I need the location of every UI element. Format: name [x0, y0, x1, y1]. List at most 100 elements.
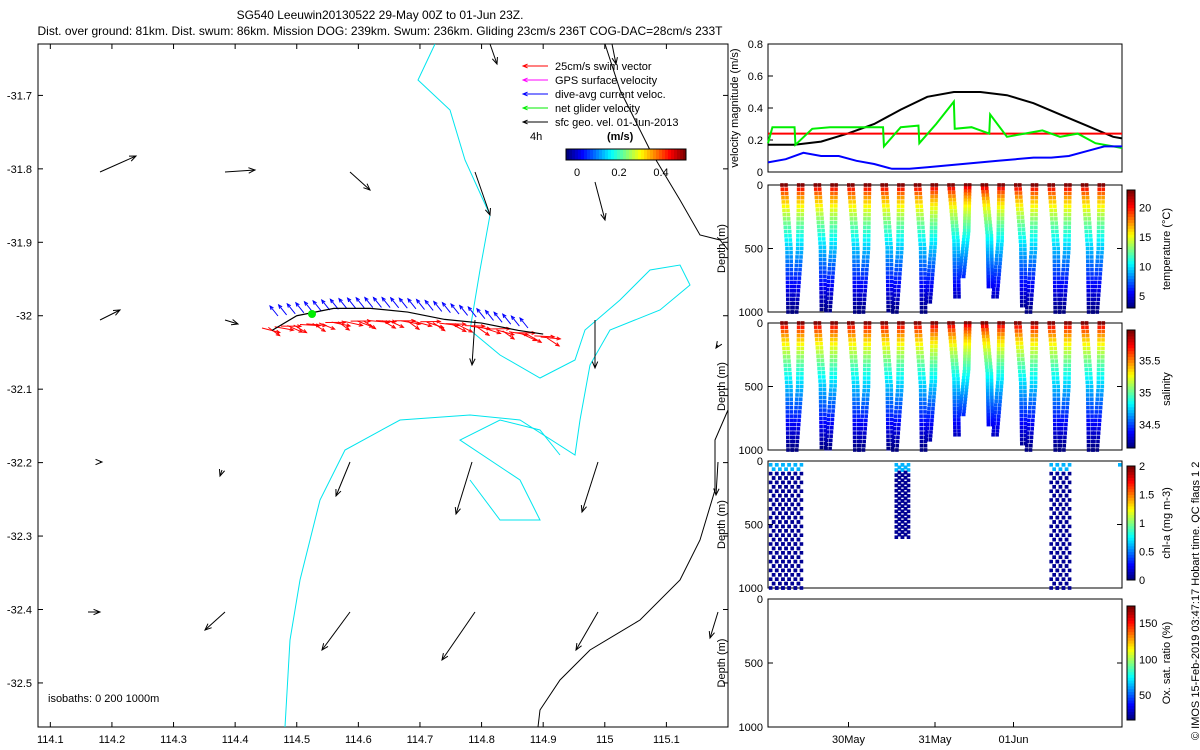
velocity-series [767, 98, 1123, 149]
surface-velocity-arrows [88, 43, 723, 662]
swim-vector [382, 320, 397, 329]
swim-vector [527, 334, 543, 343]
map-y-tick-label: -32 [16, 311, 32, 323]
swim-vector [464, 324, 486, 329]
surface-velocity-arrow [580, 461, 599, 514]
swim-vector [432, 322, 446, 332]
map-x-tick-label: 114.1 [37, 734, 64, 746]
swim-vector [420, 319, 442, 324]
surface-velocity-arrow [441, 611, 476, 662]
map-x-tick-label: 114.8 [468, 734, 495, 746]
salinity-ylabel: Depth (m) [716, 362, 728, 411]
swim-vector [477, 326, 491, 337]
plot-title-line2: Dist. over ground: 81km. Dist. swum: 86k… [37, 24, 723, 38]
dive-avg-current-vector [510, 315, 520, 327]
surface-velocity-arrow [335, 461, 351, 498]
map-y-tick-label: -32.2 [7, 458, 32, 470]
map-x-ticks: 114.1 114.2 114.3 114.4 114.5 114.6 114.7 114.8… [37, 44, 680, 746]
chla-panel: 0 500 1000 Depth (m) 0 0.5 1 1.5 2 chl-a (mg m-3) [716, 456, 1173, 595]
isobath-1000m-north [604, 43, 729, 251]
surface-velocity-arrow [708, 611, 719, 640]
temperature-colorbar-tick: 20 [1139, 203, 1151, 215]
map-x-tick-label: 114.3 [160, 734, 187, 746]
oxygen-y-tick: 1000 [739, 722, 763, 734]
temperature-y-tick: 1000 [739, 307, 763, 319]
swim-vector [483, 327, 502, 335]
colorbar-tick: 0.2 [611, 167, 626, 179]
surface-velocity-arrow [489, 43, 498, 66]
swim-vector [287, 325, 304, 333]
dive-avg-current-vector [493, 311, 503, 323]
chla-colorbar-label: chl-a (mg m-3) [1161, 487, 1173, 559]
legend-arrow [521, 105, 548, 111]
dive-avg-current-vector [277, 303, 288, 316]
surface-velocity-arrow [204, 611, 226, 631]
map-colorbar [565, 148, 687, 161]
isobath-label: isobaths: 0 200 1000m [48, 693, 159, 705]
legend-arrow [521, 63, 548, 69]
dive-avg-current-vector [364, 296, 374, 308]
oxygen-ylabel: Depth (m) [716, 639, 728, 688]
velocity-series [767, 145, 1122, 170]
surface-velocity-arrow [575, 611, 599, 652]
surface-velocity-arrow [715, 341, 723, 350]
dive-avg-current-vector [501, 313, 512, 325]
legend-item: net glider velocity [555, 103, 640, 115]
surface-velocity-arrow [474, 171, 491, 217]
temperature-y-tick: 500 [745, 244, 763, 256]
time-x-tick: 30May [832, 734, 866, 746]
oxygen-colorbar-tick: 50 [1139, 690, 1151, 702]
oxygen-colorbar [1126, 605, 1136, 721]
surface-velocity-arrow [99, 155, 138, 173]
swim-vector [337, 321, 351, 331]
map-y-tick-label: -31.8 [7, 164, 32, 176]
swim-vector [388, 320, 405, 328]
legend-item: GPS surface velocity [555, 75, 658, 87]
surface-velocity-arrow [454, 461, 473, 516]
chla-colorbar-tick: 0 [1139, 575, 1145, 587]
dive-avg-current-vector [458, 304, 469, 316]
swim-vector [540, 336, 562, 341]
dive-avg-current-vector [295, 301, 305, 314]
surface-velocity-arrow [591, 320, 599, 370]
dive-avg-current-vector [320, 299, 331, 311]
surface-velocity-arrow [99, 309, 122, 321]
velocity-y-tick: 0 [757, 167, 763, 179]
map-panel: 114.1 114.2 114.3 114.4 114.5 114.6 114.7 114.8… [7, 43, 729, 746]
map-y-tick-label: -32.1 [7, 384, 32, 396]
temperature-colorbar [1126, 189, 1136, 309]
temperature-ylabel: Depth (m) [716, 224, 728, 273]
chla-colorbar-tick: 0.5 [1139, 547, 1154, 559]
temperature-panel: 0 500 1000 Depth (m) 5 10 15 20 temperature (°C) [716, 180, 1173, 319]
map-x-tick-label: 114.7 [407, 734, 434, 746]
map-y-tick-label: -31.9 [7, 237, 32, 249]
surface-velocity-arrow [611, 43, 618, 66]
dive-avg-current-vector [407, 297, 417, 310]
swim-vector [312, 322, 327, 332]
map-y-tick-label: -32.5 [7, 678, 32, 690]
map-x-tick-label: 115 [596, 734, 614, 746]
swim-vector [280, 324, 303, 329]
dive-avg-current-vector [398, 297, 408, 309]
dive-avg-current-vector [286, 302, 296, 315]
swim-vector [268, 326, 281, 337]
dive-avg-current-vector [450, 303, 460, 315]
dive-avg-current-vector [476, 307, 486, 320]
chla-y-tick: 0 [757, 456, 763, 468]
surface-velocity-arrow [95, 458, 104, 466]
salinity-colorbar-tick: 35 [1139, 388, 1151, 400]
temperature-colorbar-label: temperature (°C) [1161, 208, 1173, 290]
map-frame [37, 43, 729, 728]
swim-vector [502, 330, 516, 340]
dive-avg-current-vector [415, 298, 425, 310]
swim-vector [413, 320, 433, 328]
swim-vector [521, 333, 538, 342]
chla-colorbar-tick: 1 [1139, 518, 1145, 530]
dive-avg-current-vector [467, 306, 477, 318]
chla-profiles [768, 463, 1122, 590]
chla-y-tick: 500 [745, 520, 763, 532]
time-x-tick: 31May [918, 734, 952, 746]
glider-track [261, 296, 562, 347]
oxygen-y-tick: 0 [757, 594, 763, 606]
